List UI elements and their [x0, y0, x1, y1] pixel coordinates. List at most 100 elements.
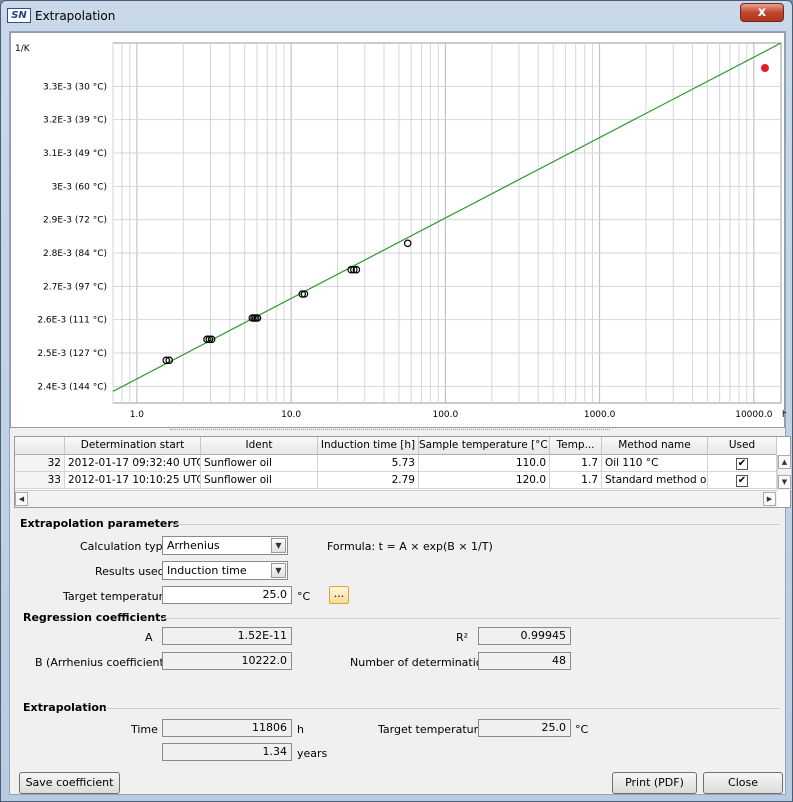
col-header-number[interactable]: [15, 437, 65, 455]
splitter-handle[interactable]: [170, 429, 610, 433]
chart-area: 2.4E-3 (144 °C) 2.5E-3 (127 °C) 2.6E-3 (11…: [10, 32, 786, 428]
extrapolation-heading: Extrapolation: [23, 701, 107, 714]
section-divider: [105, 708, 780, 709]
col-header-temp[interactable]: Temp...: [550, 437, 602, 455]
window-title: Extrapolation: [35, 9, 116, 23]
extrap-target-temperature-value: 25.0: [478, 719, 571, 737]
calculation-type-select[interactable]: Arrhenius ▼: [162, 536, 288, 555]
time-label: Time: [131, 723, 158, 736]
x-axis-label: h: [782, 410, 786, 420]
save-coefficient-button[interactable]: Save coefficient: [19, 772, 120, 794]
calculation-type-label: Calculation type: [80, 540, 170, 553]
col-header-used[interactable]: Used: [708, 437, 777, 455]
cell-ident[interactable]: Sunflower oil: [201, 455, 318, 472]
y-tick-label: 3.1E-3 (49 °C): [43, 149, 107, 159]
cell-method-name[interactable]: Oil 110 °C: [602, 455, 708, 472]
y-tick-label: 2.9E-3 (72 °C): [43, 216, 107, 226]
cell-determination-start[interactable]: 2012-01-17 09:32:40 UTC+1: [65, 455, 201, 472]
time-unit: h: [297, 723, 304, 736]
used-checkbox[interactable]: ✔: [736, 458, 748, 470]
data-point: [205, 335, 214, 344]
number-of-determinations-label: Number of determinations: [350, 656, 496, 669]
years-value: 1.34: [162, 743, 292, 761]
cell-induction-time[interactable]: 5.73: [318, 455, 419, 472]
years-unit: years: [297, 747, 328, 760]
window-close-button[interactable]: x: [740, 3, 784, 22]
data-point: [165, 356, 174, 365]
data-point: [298, 290, 307, 298]
extrapolation-parameters-heading: Extrapolation parameters: [20, 517, 180, 530]
y-axis-label: 1/K: [15, 44, 31, 54]
col-header-determination-start[interactable]: Determination start: [65, 437, 201, 455]
r-squared-label: R²: [456, 631, 469, 644]
calculation-type-value: Arrhenius: [167, 539, 220, 552]
target-temperature-unit: °C: [297, 590, 311, 603]
results-used-select[interactable]: Induction time ▼: [162, 561, 288, 580]
scroll-left-icon[interactable]: ◀: [15, 492, 28, 506]
cell-temp[interactable]: 1.7: [550, 455, 602, 472]
cell-used[interactable]: ✔: [708, 472, 777, 489]
y-tick-label: 2.7E-3 (97 °C): [43, 282, 107, 292]
scroll-down-icon[interactable]: ▼: [778, 475, 791, 489]
col-header-method-name[interactable]: Method name: [602, 437, 708, 455]
data-point: [162, 356, 171, 365]
print-pdf-button[interactable]: Print (PDF): [612, 772, 697, 794]
browse-button[interactable]: ...: [329, 586, 349, 604]
cell-sample-temperature[interactable]: 120.0: [419, 472, 550, 489]
scroll-up-icon[interactable]: ▲: [778, 455, 791, 469]
y-tick-label: 2.5E-3 (127 °C): [37, 349, 107, 359]
extrap-target-temperature-label: Target temperature: [378, 723, 485, 736]
coefficient-b-label: B (Arrhenius coefficient): [35, 656, 169, 669]
coefficient-a-label: A: [145, 631, 153, 644]
cell-used[interactable]: ✔: [708, 455, 777, 472]
col-header-ident[interactable]: Ident: [201, 437, 318, 455]
target-temperature-label: Target temperature: [63, 590, 170, 603]
determinations-table: Determination start Ident Induction time…: [14, 436, 791, 508]
section-divider: [160, 618, 780, 619]
x-tick-label: 10.0: [281, 410, 301, 420]
app-logo: SN: [7, 8, 31, 23]
dialog-client: 2.4E-3 (144 °C) 2.5E-3 (127 °C) 2.6E-3 (11…: [9, 31, 791, 795]
used-checkbox[interactable]: ✔: [736, 475, 748, 487]
section-divider: [170, 524, 780, 525]
formula-text: Formula: t = A × exp(B × 1/T): [327, 540, 493, 553]
table-vertical-scrollbar[interactable]: ▲ ▼: [777, 455, 791, 490]
col-header-sample-temperature[interactable]: Sample temperature [°C] ▲: [419, 437, 550, 455]
x-tick-label: 1000.0: [584, 410, 616, 420]
cell-ident[interactable]: Sunflower oil: [201, 472, 318, 489]
cell-temp[interactable]: 1.7: [550, 472, 602, 489]
data-point: [253, 314, 262, 322]
extrap-target-temperature-unit: °C: [575, 723, 589, 736]
data-point: [207, 335, 216, 344]
title-bar: SN Extrapolation x: [1, 1, 792, 31]
row-number[interactable]: 32: [15, 455, 65, 472]
target-temperature-input[interactable]: 25.0: [162, 586, 292, 604]
data-point: [203, 335, 211, 344]
cell-determination-start[interactable]: 2012-01-17 10:10:25 UTC+1: [65, 472, 201, 489]
y-tick-label: 2.8E-3 (84 °C): [43, 249, 107, 259]
results-used-label: Results used: [95, 565, 165, 578]
row-number[interactable]: 33: [15, 472, 65, 489]
target-point: [760, 64, 769, 72]
results-used-value: Induction time: [167, 564, 247, 577]
close-button[interactable]: Close: [703, 772, 783, 794]
y-tick-label: 3E-3 (60 °C): [52, 182, 107, 192]
table-horizontal-scrollbar[interactable]: ◀ ▶: [15, 490, 777, 507]
extrapolation-chart: 2.4E-3 (144 °C) 2.5E-3 (127 °C) 2.6E-3 (11…: [15, 42, 786, 420]
r-squared-value: 0.99945: [478, 627, 571, 645]
cell-sample-temperature[interactable]: 110.0: [419, 455, 550, 472]
chevron-down-icon[interactable]: ▼: [271, 538, 286, 553]
cell-method-name[interactable]: Standard method oil: [602, 472, 708, 489]
time-value: 11806: [162, 719, 292, 737]
col-header-induction-time[interactable]: Induction time [h]: [318, 437, 419, 455]
x-tick-label: 1.0: [130, 410, 145, 420]
scroll-right-icon[interactable]: ▶: [763, 492, 776, 506]
data-point: [347, 265, 355, 274]
cell-induction-time[interactable]: 2.79: [318, 472, 419, 489]
x-tick-label: 100.0: [432, 410, 458, 420]
number-of-determinations-value: 48: [478, 652, 571, 670]
chevron-down-icon[interactable]: ▼: [271, 563, 286, 578]
x-tick-label: 10000.0: [735, 410, 772, 420]
y-tick-label: 2.6E-3 (111 °C): [37, 316, 107, 326]
